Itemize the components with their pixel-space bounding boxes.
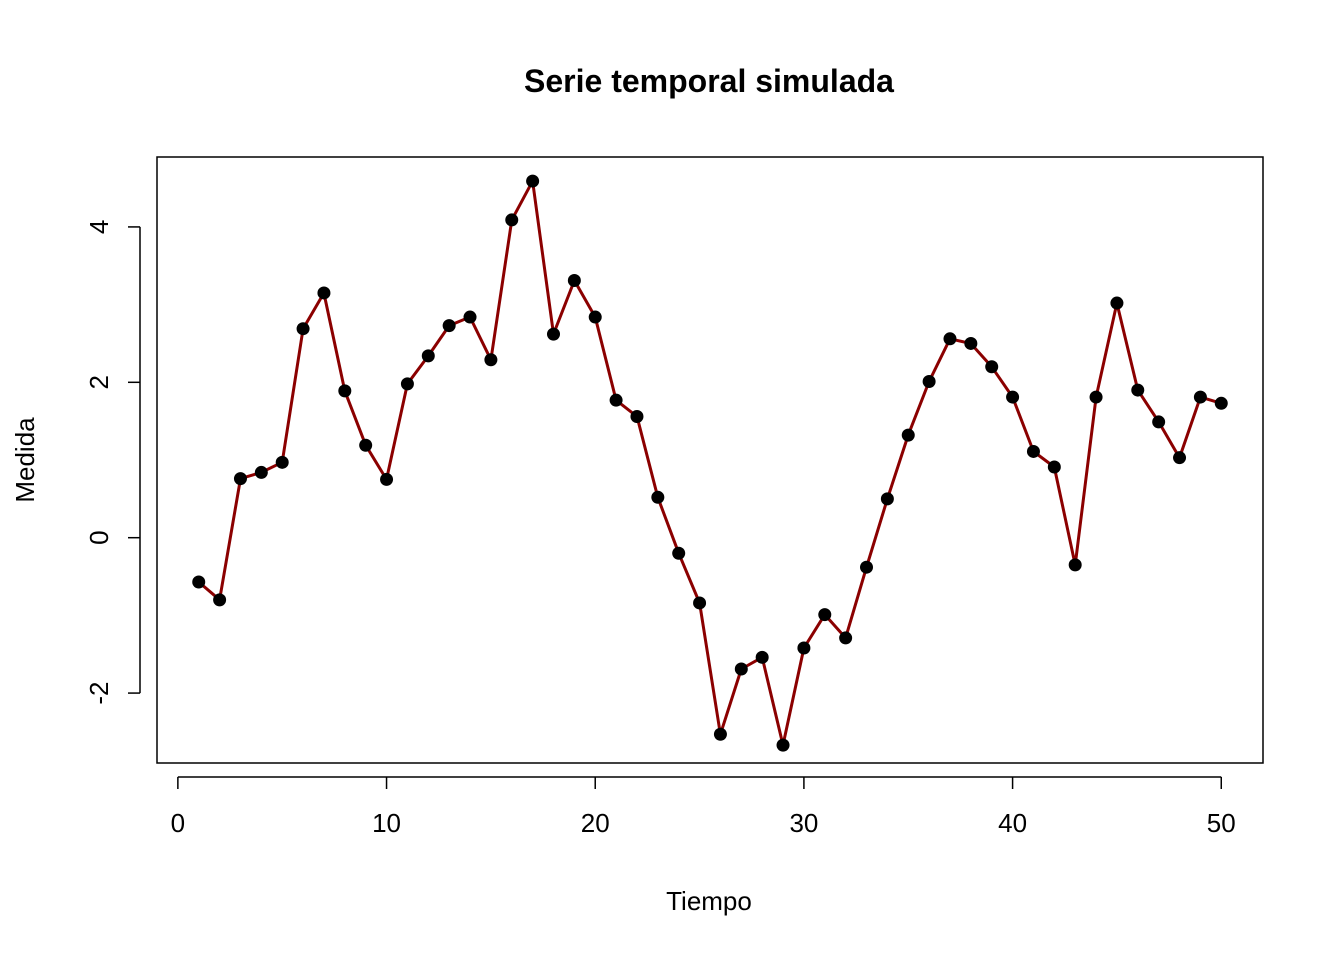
series-line (197, 179, 1222, 747)
chart-title: Serie temporal simulada (524, 63, 894, 99)
data-point (296, 322, 310, 336)
data-point (1214, 396, 1228, 410)
data-point (1006, 390, 1020, 404)
data-point (755, 650, 769, 664)
y-tick-label: 4 (84, 220, 114, 234)
data-point (567, 274, 581, 288)
data-point (672, 546, 686, 560)
data-point (1026, 444, 1040, 458)
data-point (797, 641, 811, 655)
data-point (985, 360, 999, 374)
data-point (1152, 415, 1166, 429)
data-point (192, 575, 206, 589)
data-point (1193, 390, 1207, 404)
data-point (254, 465, 268, 479)
data-point (1047, 460, 1061, 474)
data-point (964, 336, 978, 350)
data-point (693, 596, 707, 610)
data-point (839, 631, 853, 645)
data-point (860, 560, 874, 574)
data-point (400, 377, 414, 391)
y-axis: -2 0 2 4 (84, 220, 141, 705)
x-tick-label: 20 (581, 808, 610, 838)
data-point (1110, 296, 1124, 310)
data-point (463, 310, 477, 324)
x-tick-label: 50 (1207, 808, 1236, 838)
data-point (943, 332, 957, 346)
data-point (1089, 390, 1103, 404)
data-point (380, 472, 394, 486)
x-tick-label: 30 (789, 808, 818, 838)
x-tick-label: 10 (372, 808, 401, 838)
data-point (421, 349, 435, 363)
data-point (630, 409, 644, 423)
data-point (901, 428, 915, 442)
data-point (359, 438, 373, 452)
data-point (734, 662, 748, 676)
data-point (651, 490, 665, 504)
data-point (713, 727, 727, 741)
data-point (233, 472, 247, 486)
data-point (213, 593, 227, 607)
data-point (526, 174, 540, 188)
series-layer (192, 174, 1228, 752)
data-point (546, 327, 560, 341)
data-point (1173, 451, 1187, 465)
data-point (776, 738, 790, 752)
x-tick-label: 40 (998, 808, 1027, 838)
x-tick-label: 0 (171, 808, 185, 838)
data-point (1131, 383, 1145, 397)
data-point (484, 353, 498, 367)
data-point (338, 384, 352, 398)
x-axis-label: Tiempo (666, 886, 752, 916)
x-axis: 0 10 20 30 40 50 (171, 776, 1236, 838)
data-point (442, 319, 456, 333)
data-point (588, 310, 602, 324)
data-point (880, 492, 894, 506)
data-point (922, 375, 936, 389)
data-point (609, 393, 623, 407)
data-point (1068, 558, 1082, 572)
data-point (505, 213, 519, 227)
data-point (275, 455, 289, 469)
y-tick-label: 0 (84, 530, 114, 544)
data-point (317, 286, 331, 300)
y-axis-label: Medida (10, 417, 40, 503)
y-tick-label: -2 (84, 682, 114, 705)
y-tick-label: 2 (84, 375, 114, 389)
plot-frame (156, 156, 1264, 764)
data-point (818, 608, 832, 622)
